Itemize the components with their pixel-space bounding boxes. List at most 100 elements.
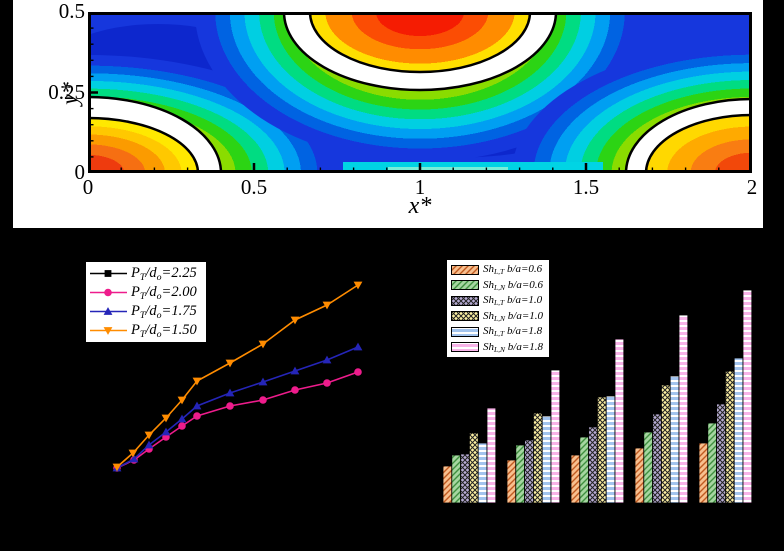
bar — [652, 413, 662, 504]
legend-row: PT/do=1.75 — [90, 302, 197, 321]
marker-triangle-up — [258, 377, 268, 386]
bar-chart-legend: ShL,T b/a=0.6 ShL,N b/a=0.6 ShL,T b/a=1.0 S… — [447, 260, 549, 357]
bar — [724, 370, 735, 504]
bar-chart — [442, 289, 753, 504]
marker-triangle-up — [322, 355, 332, 364]
contour-plot-area — [88, 12, 752, 173]
legend-swatch — [451, 342, 479, 353]
marker-triangle-up — [103, 307, 113, 315]
contour-plot-panel: 0.5 0.25 0 0 0.5 1 1.5 2 y* x* — [13, 0, 763, 228]
legend-sample — [90, 307, 127, 315]
bar — [506, 459, 517, 504]
legend-label: ShL,N b/a=1.8 — [483, 340, 543, 354]
legend-label: ShL,T b/a=0.6 — [483, 263, 543, 277]
bar — [550, 369, 561, 504]
tube-hot-right — [644, 113, 752, 173]
marker-circle — [291, 386, 299, 394]
marker-triangle-down — [353, 281, 363, 290]
x-tick-label: 1.5 — [572, 175, 600, 199]
legend-swatch — [451, 295, 479, 306]
marker-triangle-down — [290, 316, 300, 325]
bar — [716, 403, 726, 504]
legend-row: ShL,N b/a=0.6 — [451, 278, 543, 294]
marker-triangle-up — [353, 342, 363, 351]
marker-triangle-down — [258, 340, 268, 349]
x-tick-label: 0.5 — [240, 175, 268, 199]
marker-circle — [178, 422, 186, 430]
marker-triangle-up — [290, 366, 300, 375]
marker-triangle-up — [129, 454, 139, 463]
marker-triangle-down — [177, 396, 187, 405]
bar — [579, 436, 590, 504]
legend-label: ShL,N b/a=0.6 — [483, 278, 543, 292]
bar — [588, 426, 598, 504]
marker-triangle-up — [144, 440, 154, 449]
legend-row: PT/do=2.00 — [90, 283, 197, 302]
legend-row: PT/do=1.50 — [90, 321, 197, 340]
legend-swatch — [451, 311, 479, 322]
bar — [614, 338, 625, 504]
bar — [742, 289, 753, 504]
legend-label: PT/do=1.75 — [131, 302, 197, 321]
bar — [486, 407, 497, 504]
legend-sample — [90, 327, 127, 335]
legend-sample — [90, 288, 127, 297]
marker-circle — [259, 396, 267, 404]
bar — [477, 442, 488, 504]
marker-circle — [193, 412, 201, 420]
legend-swatch — [451, 326, 479, 337]
legend-row: ShL,N b/a=1.8 — [451, 340, 543, 356]
legend-row: PT/do=2.25 — [90, 264, 197, 283]
legend-row: ShL,T b/a=1.8 — [451, 324, 543, 340]
legend-label: ShL,T b/a=1.0 — [483, 294, 543, 308]
legend-label: ShL,T b/a=1.8 — [483, 325, 543, 339]
bar — [541, 415, 552, 504]
marker-triangle-down — [128, 449, 138, 458]
legend-row: ShL,T b/a=1.0 — [451, 293, 543, 309]
marker-triangle-down — [322, 301, 332, 310]
y-tick-label: 0 — [74, 160, 86, 184]
bar — [643, 431, 654, 504]
legend-label: PT/do=2.00 — [131, 283, 197, 302]
bar — [515, 444, 526, 504]
bar — [634, 447, 645, 504]
x-tick-label: 2 — [746, 175, 758, 199]
bar — [596, 396, 607, 504]
marker-triangle-up — [177, 414, 187, 423]
marker-triangle-down — [225, 359, 235, 368]
marker-triangle-up — [161, 427, 171, 436]
bar — [533, 412, 543, 504]
y-axis-label: y* — [57, 82, 84, 105]
y-tick-label: 0.5 — [58, 0, 85, 23]
bar — [460, 453, 470, 504]
marker-triangle-up — [192, 401, 202, 410]
x-tick-label: 0 — [82, 175, 94, 199]
plot-frame-border — [88, 12, 752, 173]
y-tick-label: 0.25 — [48, 80, 85, 104]
bar — [524, 439, 534, 504]
x-tick-label: 1 — [414, 175, 426, 199]
legend-label: ShL,N b/a=1.0 — [483, 309, 543, 323]
bar — [707, 422, 717, 504]
bar — [660, 384, 671, 504]
marker-triangle-down — [103, 327, 113, 335]
contour-field — [88, 12, 752, 173]
marker-circle — [104, 288, 112, 297]
marker-triangle-down — [112, 463, 122, 472]
line-chart — [112, 281, 363, 472]
marker-circle — [226, 402, 234, 410]
legend-label: PT/do=1.50 — [131, 321, 197, 340]
bar — [733, 357, 744, 504]
marker-triangle-down — [192, 377, 202, 386]
marker-square — [104, 270, 112, 277]
bar — [442, 465, 453, 504]
x-axis-label: x* — [408, 193, 432, 219]
bar — [605, 395, 616, 504]
bar — [678, 314, 689, 504]
marker-triangle-down — [144, 431, 154, 440]
marker-circle — [354, 368, 362, 376]
tube-hot-left — [88, 116, 200, 173]
legend-label: PT/do=2.25 — [131, 264, 197, 283]
legend-swatch — [451, 280, 479, 291]
